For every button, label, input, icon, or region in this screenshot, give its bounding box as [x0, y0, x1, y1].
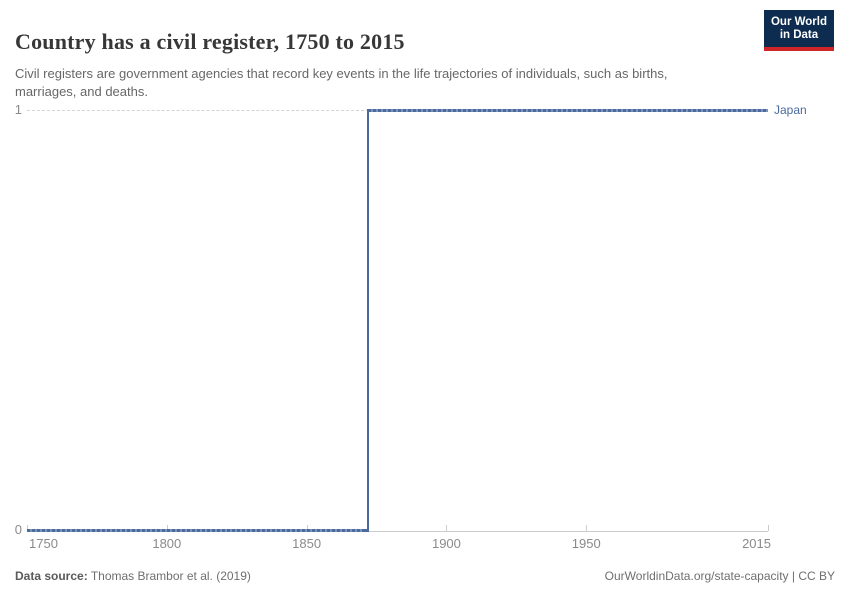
x-tick-label: 1900 [431, 536, 461, 551]
footer-source: Data source: Thomas Brambor et al. (2019… [15, 569, 251, 583]
axis-tick [166, 525, 168, 531]
series-line-segment[interactable] [367, 109, 370, 532]
axis-tick [446, 525, 448, 531]
footer-attribution: OurWorldinData.org/state-capacity | CC B… [605, 569, 835, 583]
attribution-link[interactable]: OurWorldinData.org/state-capacity [604, 569, 789, 583]
y-tick-label: 0 [14, 522, 22, 537]
x-axis-line [27, 531, 768, 532]
series-line-segment[interactable] [368, 109, 768, 112]
owid-logo-line1: Our World [770, 16, 827, 28]
page-title: Country has a civil register, 1750 to 20… [15, 28, 405, 54]
source-text: Thomas Brambor et al. (2019) [87, 569, 251, 583]
axis-tick [768, 525, 769, 531]
x-tick-label: 1800 [152, 536, 182, 551]
x-tick-label: 1850 [292, 536, 322, 551]
source-label: Data source: [15, 569, 88, 583]
x-tick-label: 1750 [29, 536, 58, 551]
attribution-license: | CC BY [788, 569, 835, 583]
series-line-segment[interactable] [27, 529, 366, 532]
y-tick-label: 1 [14, 102, 22, 117]
axis-tick [586, 525, 588, 531]
owid-logo[interactable]: Our World in Data [763, 10, 834, 51]
series-line-segment[interactable] [365, 529, 369, 532]
owid-logo-line2: in Data [779, 29, 819, 41]
x-tick-label: 2015 [742, 536, 771, 551]
chart-subtitle: Civil registers are government agencies … [15, 66, 668, 99]
axis-tick [306, 525, 308, 531]
series-label-japan[interactable]: Japan [774, 103, 807, 117]
axis-tick [27, 525, 28, 531]
x-tick-label: 1950 [571, 536, 601, 551]
